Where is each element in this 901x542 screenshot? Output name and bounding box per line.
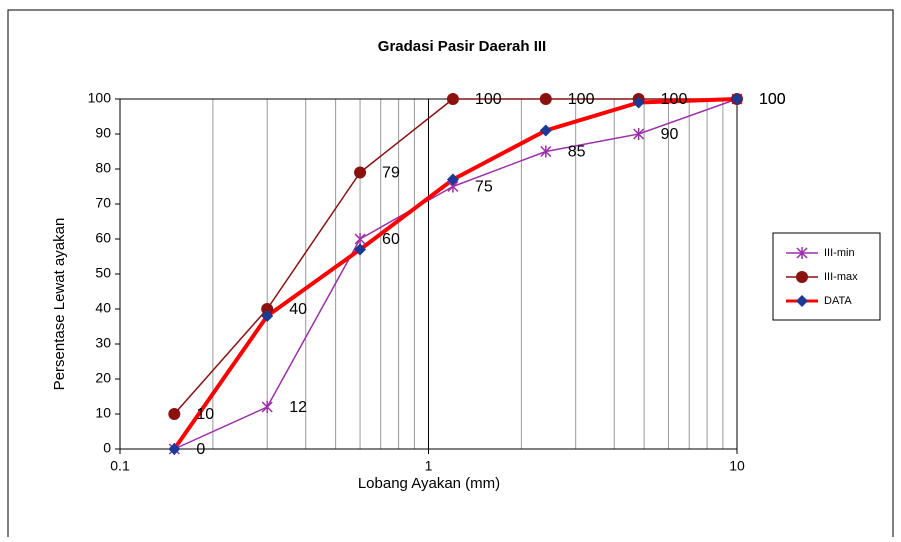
legend-label: III-max	[824, 271, 858, 283]
y-tick-label: 70	[95, 195, 111, 211]
marker	[446, 93, 459, 105]
data-label: 40	[289, 301, 307, 318]
data-label: 12	[289, 399, 307, 416]
y-tick-label: 50	[95, 265, 111, 281]
legend-marker	[796, 295, 808, 307]
legend-label: DATA	[824, 295, 852, 307]
legend-label: III-min	[824, 247, 855, 259]
y-tick-label: 0	[103, 440, 111, 456]
x-tick-label: 10	[729, 458, 745, 474]
data-label: 60	[382, 231, 400, 248]
marker	[354, 166, 367, 179]
y-tick-label: 90	[95, 125, 111, 141]
chart-frame	[7, 9, 894, 542]
legend-marker	[796, 247, 808, 259]
y-tick-label: 30	[95, 335, 111, 351]
chart-title: Gradasi Pasir Daerah III	[378, 38, 546, 55]
y-tick-label: 80	[95, 160, 111, 176]
marker	[446, 173, 459, 186]
data-label: 75	[475, 179, 493, 196]
data-label: 90	[661, 126, 679, 143]
data-label: 100	[475, 91, 502, 108]
marker	[540, 145, 552, 158]
data-label: 10	[196, 406, 214, 423]
data-label: 0	[196, 441, 205, 458]
marker	[539, 93, 552, 105]
marker	[354, 243, 367, 256]
data-label: 79	[382, 165, 400, 182]
data-label: 100	[759, 91, 786, 108]
legend-marker	[796, 271, 808, 283]
data-label: 100	[568, 91, 595, 108]
marker	[261, 401, 273, 413]
marker	[632, 96, 645, 109]
y-tick-label: 40	[95, 300, 111, 316]
marker	[261, 310, 274, 322]
marker	[354, 233, 366, 245]
marker	[168, 443, 181, 455]
x-tick-label: 0.1	[110, 458, 130, 474]
marker	[633, 128, 645, 140]
y-tick-label: 100	[88, 90, 112, 106]
data-label: 100	[759, 91, 786, 108]
marker	[261, 303, 274, 315]
y-axis-label: Persentase Lewat ayakan	[51, 218, 68, 391]
marker	[168, 408, 181, 420]
x-tick-label: 1	[425, 458, 433, 474]
marker	[731, 93, 743, 105]
marker	[539, 124, 552, 137]
data-label: 85	[568, 144, 586, 161]
x-axis-label: Lobang Ayakan (mm)	[358, 475, 500, 492]
y-tick-label: 20	[95, 370, 111, 386]
data-label: 100	[661, 91, 688, 108]
y-tick-label: 10	[95, 405, 111, 421]
y-tick-label: 60	[95, 230, 111, 246]
